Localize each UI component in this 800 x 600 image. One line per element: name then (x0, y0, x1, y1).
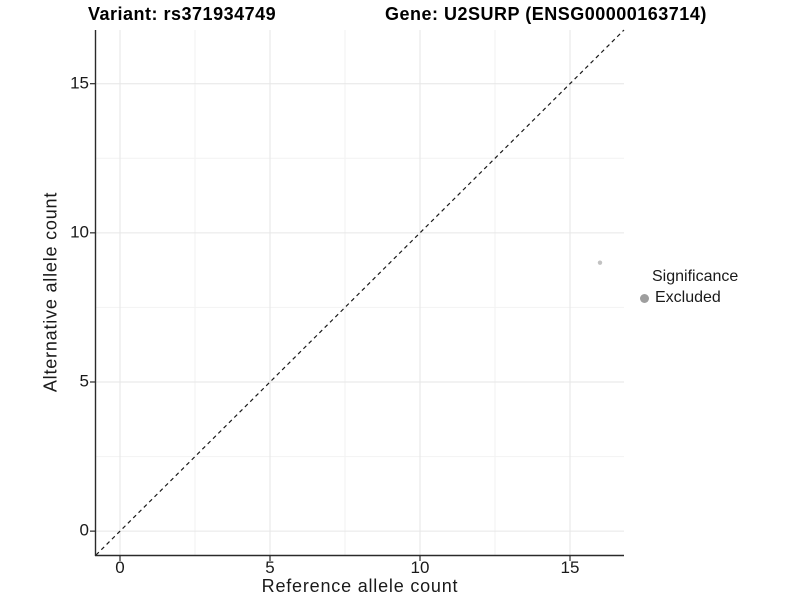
x-tick-label: 15 (560, 558, 580, 577)
plot-title-variant: Variant: rs371934749 (88, 4, 277, 24)
legend-item-excluded: Excluded (640, 289, 738, 307)
y-tick-label: 5 (79, 371, 89, 391)
y-tick-label: 10 (70, 222, 89, 242)
x-tick-label: 5 (265, 558, 275, 577)
x-axis-title: Reference allele count (261, 576, 459, 596)
data-point (597, 260, 603, 265)
y-tick-label: 15 (70, 72, 89, 92)
y-axis-title: Alternative allele count (40, 191, 61, 393)
legend-key-dot-icon (640, 293, 649, 303)
identity-dashed-line (95, 29, 625, 556)
x-tick-label: 10 (410, 558, 430, 577)
plot-title-gene: Gene: U2SURP (ENSG00000163714) (385, 4, 707, 24)
legend-item-label: Excluded (655, 289, 721, 306)
y-tick-label: 0 (79, 520, 89, 540)
legend: Significance Excluded (640, 268, 738, 307)
legend-title: Significance (652, 268, 739, 285)
x-tick-label: 0 (115, 558, 125, 577)
